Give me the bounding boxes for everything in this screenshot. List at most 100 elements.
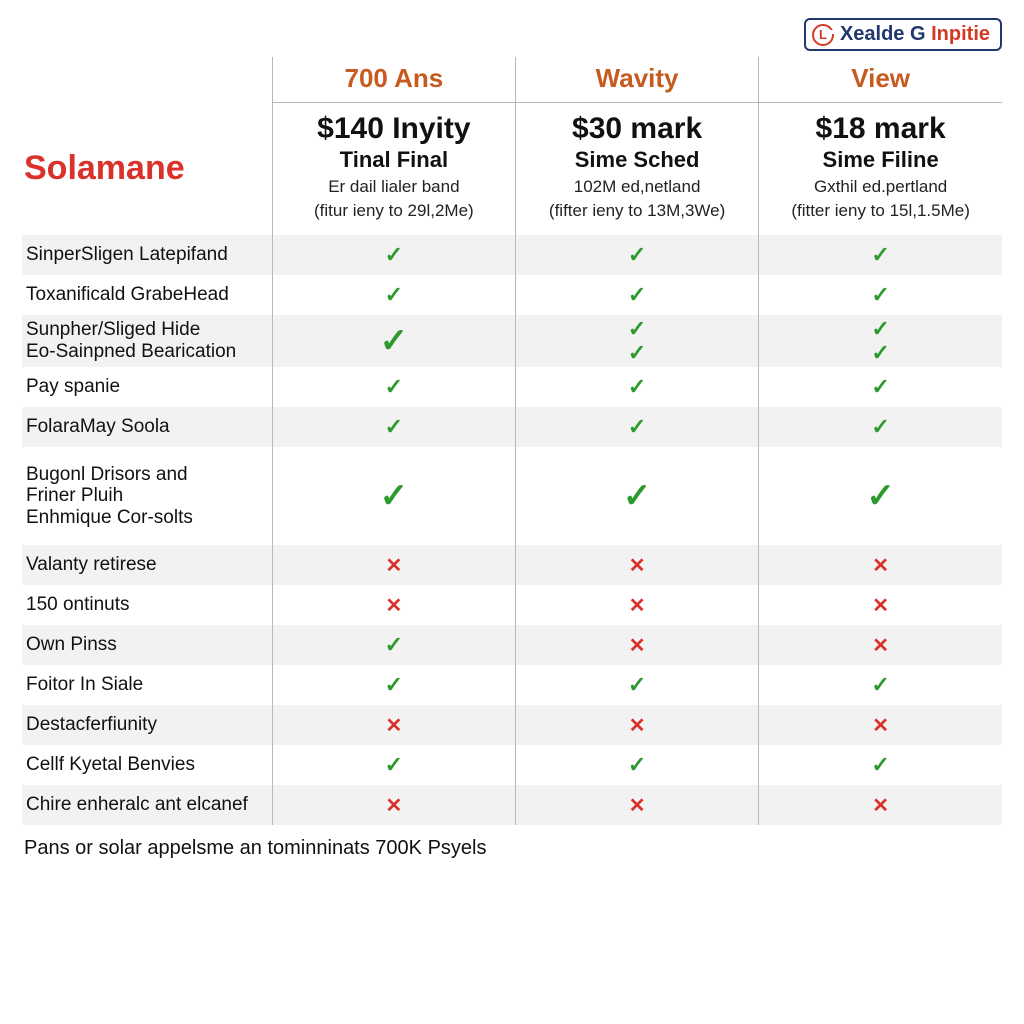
check-icon: ✓	[871, 242, 889, 267]
feature-cell: ✓	[272, 275, 515, 315]
feature-label: FolaraMay Soola	[22, 407, 272, 447]
check-icon: ✓	[871, 752, 889, 777]
feature-cell: ✓	[759, 745, 1002, 785]
feature-cell: ✕	[272, 585, 515, 625]
feature-cell: ✓	[515, 235, 758, 275]
table-row: Sunpher/Sliged HideEo-Sainpned Bearicati…	[22, 315, 1002, 367]
table-row: Valanty retirese ✕ ✕ ✕	[22, 545, 1002, 585]
feature-cell: ✓✓	[759, 315, 1002, 367]
table-row: SinperSligen Latepifand✓✓✓	[22, 235, 1002, 275]
check-icon: ✓	[385, 414, 403, 439]
cross-icon: ✕	[629, 595, 646, 617]
check-icon: ✓	[871, 282, 889, 307]
cross-icon: ✕	[872, 635, 889, 657]
cross-icon: ✕	[629, 795, 646, 817]
clock-icon: L	[812, 24, 834, 46]
feature-cell: ✕	[515, 705, 758, 745]
table-row: Foitor In Siale✓✓✓	[22, 665, 1002, 705]
table-row: FolaraMay Soola ✓ ✓ ✓	[22, 407, 1002, 447]
feature-cell: ✓	[272, 235, 515, 275]
feature-cell: ✕	[759, 785, 1002, 825]
feature-cell: ✓	[759, 665, 1002, 705]
cross-icon: ✕	[629, 635, 646, 657]
table-title: Solamane	[22, 103, 272, 236]
column-header-2: View	[763, 63, 998, 94]
table-row: Own Pinss ✓ ✕ ✕	[22, 625, 1002, 665]
check-icon: ✓	[385, 632, 403, 657]
feature-cell: ✓	[759, 275, 1002, 315]
feature-label: Chire enheralc ant elcanef	[22, 785, 272, 825]
feature-label: Cellf Kyetal Benvies	[22, 745, 272, 785]
cross-icon: ✕	[872, 555, 889, 577]
check-icon: ✓	[871, 374, 889, 399]
feature-cell: ✕	[759, 545, 1002, 585]
feature-cell: ✓	[759, 407, 1002, 447]
feature-cell: ✓	[759, 447, 1002, 545]
cross-icon: ✕	[385, 715, 402, 737]
check-icon: ✓	[628, 282, 646, 307]
price-block-0: $140 Inyity Tinal Final Er dail lialer b…	[272, 103, 515, 236]
feature-cell: ✓	[759, 367, 1002, 407]
feature-cell: ✓	[515, 407, 758, 447]
feature-label: SinperSligen Latepifand	[22, 235, 272, 275]
feature-cell: ✓	[759, 235, 1002, 275]
feature-cell: ✓✓	[515, 315, 758, 367]
check-icon: ✓	[628, 752, 646, 777]
table-row: Pay spanie ✓ ✓ ✓	[22, 367, 1002, 407]
check-icon: ✓	[628, 374, 646, 399]
check-icon: ✓	[866, 477, 895, 515]
cross-icon: ✕	[385, 555, 402, 577]
feature-label: Destacferfiunity	[22, 705, 272, 745]
column-header-0: 700 Ans	[277, 63, 511, 94]
check-icon: ✓	[385, 672, 403, 697]
check-icon: ✓	[385, 752, 403, 777]
check-icon: ✓	[871, 414, 889, 439]
feature-cell: ✕	[759, 585, 1002, 625]
cross-icon: ✕	[872, 715, 889, 737]
check-icon: ✓✓	[759, 318, 1002, 364]
cross-icon: ✕	[385, 595, 402, 617]
feature-cell: ✕	[515, 785, 758, 825]
feature-label: Valanty retirese	[22, 545, 272, 585]
check-icon: ✓	[385, 374, 403, 399]
table-row: Toxanificald GrabeHead ✓ ✓ ✓	[22, 275, 1002, 315]
check-icon: ✓	[628, 242, 646, 267]
column-header-1: Wavity	[520, 63, 754, 94]
feature-cell: ✕	[272, 705, 515, 745]
feature-cell: ✓	[272, 447, 515, 545]
feature-cell: ✕	[515, 625, 758, 665]
feature-cell: ✕	[759, 625, 1002, 665]
cross-icon: ✕	[872, 595, 889, 617]
check-icon: ✓	[628, 672, 646, 697]
feature-cell: ✓	[515, 367, 758, 407]
cross-icon: ✕	[629, 715, 646, 737]
feature-cell: ✕	[759, 705, 1002, 745]
comparison-table: 700 Ans Wavity View Solamane $140 Inyity…	[22, 57, 1002, 825]
feature-cell: ✓	[515, 665, 758, 705]
feature-label: Pay spanie	[22, 367, 272, 407]
feature-cell: ✕	[515, 585, 758, 625]
feature-label: Bugonl Drisors andFriner PluihEnhmique C…	[22, 447, 272, 545]
check-icon: ✓	[623, 477, 652, 515]
brand-logo: L Xealde G Inpitie	[804, 18, 1002, 51]
check-icon: ✓	[628, 414, 646, 439]
cross-icon: ✕	[385, 795, 402, 817]
check-icon: ✓✓	[516, 318, 758, 364]
feature-label: Own Pinss	[22, 625, 272, 665]
feature-cell: ✓	[515, 447, 758, 545]
table-row: Chire enheralc ant elcanef ✕ ✕ ✕	[22, 785, 1002, 825]
feature-cell: ✕	[272, 545, 515, 585]
feature-label: Toxanificald GrabeHead	[22, 275, 272, 315]
check-icon: ✓	[380, 322, 409, 360]
table-row: Cellf Kyetal Benvies ✓ ✓ ✓	[22, 745, 1002, 785]
check-icon: ✓	[385, 282, 403, 307]
feature-cell: ✓	[272, 665, 515, 705]
feature-cell: ✕	[272, 785, 515, 825]
cross-icon: ✕	[872, 795, 889, 817]
footnote: Pans or solar appelsme an tominninats 70…	[22, 837, 1002, 860]
logo-text-1: Xealde G	[840, 23, 926, 45]
cross-icon: ✕	[629, 555, 646, 577]
table-row: 150 ontinuts✕✕✕	[22, 585, 1002, 625]
check-icon: ✓	[871, 672, 889, 697]
feature-cell: ✓	[515, 275, 758, 315]
